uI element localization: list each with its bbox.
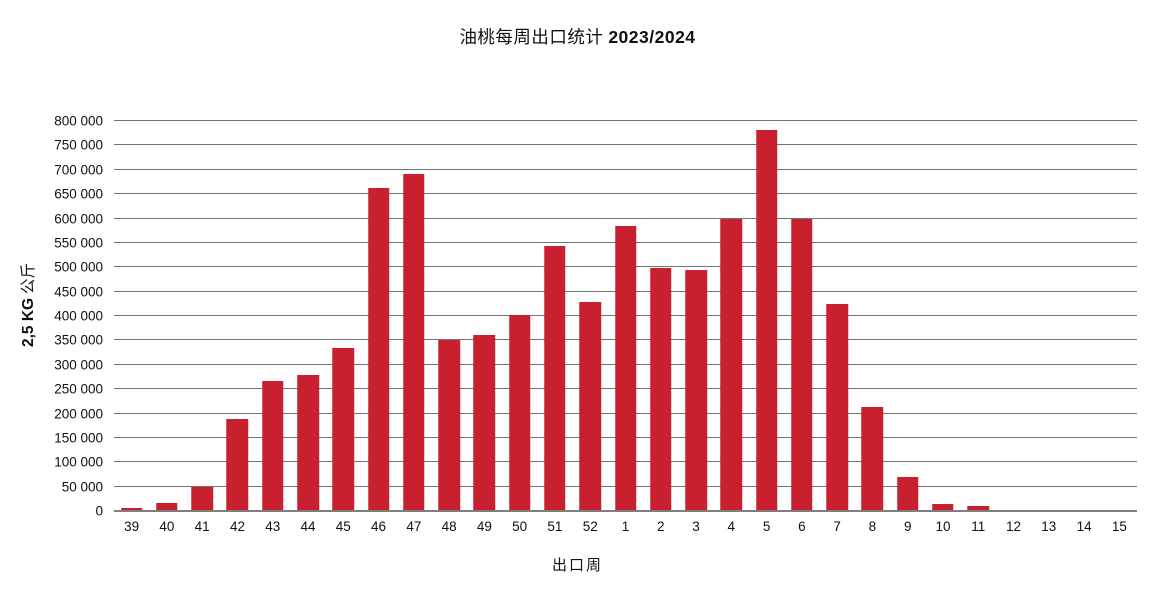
bar-week-3 (685, 270, 707, 511)
x-tick-label: 7 (833, 519, 841, 534)
y-tick-label: 600 000 (54, 211, 103, 226)
bar-week-39 (120, 508, 143, 511)
x-tick-label: 10 (935, 519, 951, 534)
y-tick-label: 200 000 (54, 406, 103, 421)
x-tick-label: 49 (476, 519, 492, 534)
bar-week-11 (967, 506, 990, 511)
x-tick-label: 4 (727, 519, 736, 534)
bar-week-42 (226, 419, 249, 511)
x-tick-label: 11 (971, 519, 986, 534)
bar-week-51 (544, 246, 566, 511)
x-tick-label: 3 (692, 519, 700, 534)
y-tick-label: 350 000 (54, 332, 103, 348)
x-tick-label: 14 (1076, 519, 1092, 534)
x-tick-label: 51 (547, 519, 563, 534)
bar-week-45 (332, 347, 355, 511)
bar-week-41 (191, 486, 213, 511)
x-tick-label: 2 (657, 519, 665, 534)
bar-week-6 (791, 219, 813, 511)
x-tick-label: 44 (300, 519, 316, 534)
gridline (114, 217, 1137, 219)
bar-week-7 (826, 304, 848, 511)
x-tick-label: 9 (903, 519, 912, 534)
y-tick-label: 50 000 (61, 479, 103, 495)
bar-week-8 (861, 407, 884, 511)
gridline (114, 193, 1137, 195)
y-tick-label: 550 000 (54, 235, 103, 251)
x-tick-label: 43 (265, 519, 281, 534)
bar-week-1 (614, 226, 637, 511)
chart-title: 油桃每周出口统计 2023/2024 (0, 24, 1155, 49)
bar-week-47 (403, 174, 425, 511)
bar-week-46 (367, 187, 390, 511)
y-tick-label: 800 000 (54, 113, 103, 129)
bar-week-44 (297, 374, 319, 511)
bar-week-43 (261, 380, 284, 511)
bar-week-48 (438, 340, 460, 511)
x-axis-title: 出口周 (551, 558, 603, 574)
plot-area (114, 120, 1137, 512)
x-tick-label: 1 (621, 519, 630, 534)
y-tick-label: 700 000 (54, 162, 103, 178)
x-axis-line (114, 510, 1137, 512)
y-tick-label: 750 000 (54, 137, 103, 153)
x-tick-label: 42 (229, 519, 245, 534)
gridline (114, 144, 1137, 146)
bar-week-49 (473, 335, 496, 511)
bar-week-5 (755, 129, 778, 511)
x-tick-label: 52 (582, 519, 598, 534)
gridline (114, 120, 1137, 121)
bar-week-9 (896, 476, 919, 511)
bar-week-52 (579, 302, 601, 511)
bar-week-2 (650, 268, 672, 511)
x-tick-label: 12 (1006, 519, 1022, 534)
bar-week-10 (932, 504, 954, 511)
y-tick-label: 500 000 (54, 259, 103, 275)
x-tick-label: 13 (1041, 519, 1057, 534)
y-tick-label: 0 (95, 503, 103, 519)
y-tick-label: 400 000 (54, 308, 103, 324)
x-tick-label: 39 (124, 519, 140, 534)
x-tick-label: 50 (512, 519, 528, 534)
bar-week-50 (508, 314, 531, 511)
x-tick-label: 45 (335, 519, 351, 534)
y-tick-label: 300 000 (54, 357, 103, 373)
y-tick-label: 250 000 (54, 381, 103, 397)
y-tick-label: 100 000 (54, 454, 103, 470)
y-tick-labels-container: 0 50 000 100 000 150 000 200 000 250 000 300 0… (0, 114, 103, 519)
chart-title-text: 油桃每周出口统计 (459, 27, 609, 47)
x-tick-label: 15 (1111, 519, 1127, 534)
y-tick-label: 450 000 (54, 284, 103, 300)
y-tick-label: 150 000 (54, 430, 103, 446)
x-tick-label: 47 (406, 519, 422, 534)
x-tick-label: 6 (798, 519, 806, 534)
gridline (114, 168, 1137, 170)
x-tick-label: 5 (762, 519, 771, 534)
y-tick-label: 650 000 (54, 186, 103, 202)
x-tick-label: 46 (371, 519, 387, 534)
chart-title-season: 2023/2024 (608, 27, 696, 47)
x-tick-labels-container: 39 40 41 42 43 44 45 46 47 48 49 50 51 52 1 2 3 4 5 6 7 8 9 10 1… (114, 519, 1137, 537)
x-tick-label: 41 (194, 519, 210, 534)
x-tick-label: 40 (159, 519, 175, 534)
x-tick-label: 48 (441, 519, 457, 534)
bar-week-4 (720, 219, 743, 511)
x-tick-label: 8 (868, 519, 877, 534)
bar-week-40 (156, 503, 178, 511)
